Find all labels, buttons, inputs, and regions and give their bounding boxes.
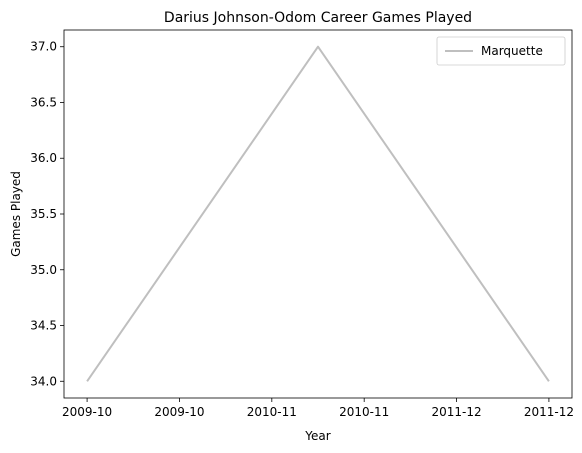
y-tick-label: 37.0 [30,40,57,54]
x-axis-ticks: 2009-10 2009-10 2010-11 2010-11 2011-12 2011-… [62,398,574,419]
y-axis-ticks: 34.0 34.5 35.0 35.5 36.0 36.5 37.0 [30,40,64,388]
legend-box [436,36,566,66]
series-layer [86,45,550,382]
plot-frame [63,29,573,399]
x-tick-label: 2009-10 [62,405,112,419]
x-tick-label: 2011-12 [431,405,481,419]
plot-area [63,29,573,399]
x-axis-label: Year [304,429,330,443]
y-tick-label: 36.5 [30,95,57,109]
legend: Marquette [436,36,566,66]
x-tick-label: 2011-12 [524,405,574,419]
x-tick-label: 2010-11 [247,405,297,419]
y-tick-label: 35.5 [30,207,57,221]
y-tick-label: 36.0 [30,151,57,165]
y-axis-label: Games Played [9,171,23,257]
chart-title: Darius Johnson-Odom Career Games Played [164,10,472,26]
x-tick-label: 2009-10 [154,405,204,419]
y-tick-label: 35.0 [30,263,57,277]
y-tick-label: 34.0 [30,374,57,388]
y-tick-label: 34.5 [30,319,57,333]
x-tick-label: 2010-11 [339,405,389,419]
legend-label-marquette: Marquette [481,44,543,58]
series-line-marquette [86,45,550,382]
